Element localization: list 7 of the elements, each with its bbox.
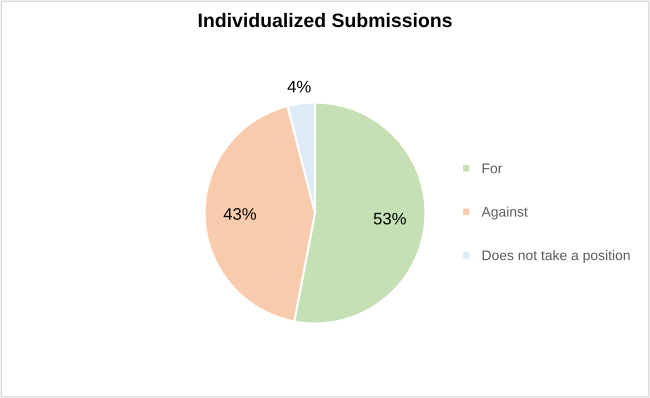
legend-label: Against <box>482 206 528 220</box>
legend-label: Does not take a position <box>482 250 630 263</box>
chart-title: Individualized Submissions <box>198 12 452 28</box>
data-label: 4% <box>288 80 311 92</box>
legend-label: For <box>482 164 502 174</box>
data-label: 43% <box>224 208 256 220</box>
data-label: 53% <box>374 212 406 225</box>
